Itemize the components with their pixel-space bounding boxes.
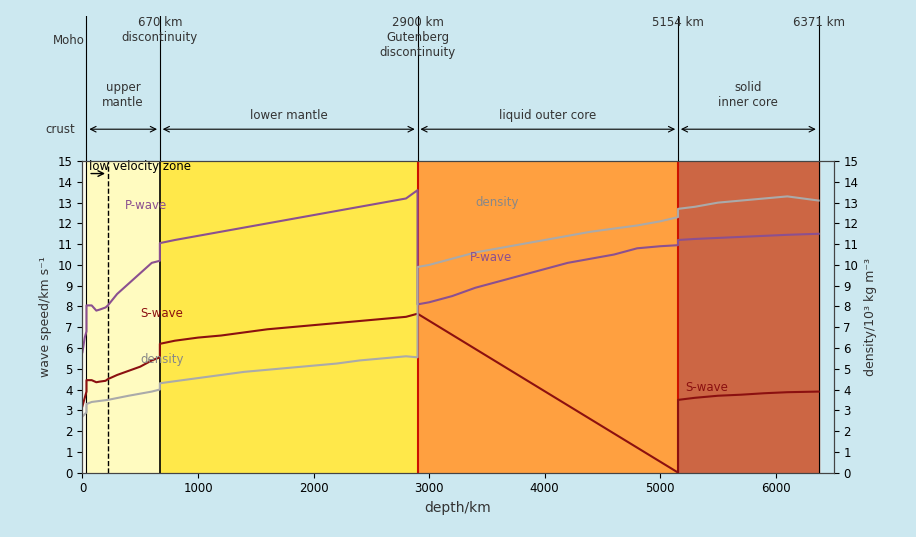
- Text: 2900 km
Gutenberg
discontinuity: 2900 km Gutenberg discontinuity: [379, 16, 455, 59]
- Text: liquid outer core: liquid outer core: [499, 109, 596, 122]
- Bar: [418, 161, 678, 473]
- Text: Moho: Moho: [53, 33, 85, 47]
- Text: 5154 km: 5154 km: [652, 16, 704, 29]
- Text: P-wave: P-wave: [125, 199, 168, 212]
- Bar: [678, 161, 819, 473]
- Y-axis label: density/10³ kg m⁻³: density/10³ kg m⁻³: [864, 258, 877, 376]
- Text: density: density: [475, 196, 518, 209]
- Y-axis label: wave speed/km s⁻¹: wave speed/km s⁻¹: [39, 257, 52, 377]
- X-axis label: depth/km: depth/km: [425, 501, 491, 515]
- Text: solid
inner core: solid inner core: [718, 81, 779, 109]
- Text: low velocity zone: low velocity zone: [89, 161, 191, 173]
- Text: upper
mantle: upper mantle: [103, 81, 144, 109]
- Text: crust: crust: [46, 122, 75, 136]
- Text: S-wave: S-wave: [140, 307, 183, 320]
- Text: density: density: [140, 352, 184, 366]
- Text: P-wave: P-wave: [470, 251, 512, 264]
- Text: 670 km
discontinuity: 670 km discontinuity: [122, 16, 198, 44]
- Text: lower mantle: lower mantle: [250, 109, 328, 122]
- Bar: [160, 161, 418, 473]
- Text: S-wave: S-wave: [686, 381, 728, 394]
- Bar: [82, 161, 86, 473]
- Bar: [86, 161, 160, 473]
- Text: 6371 km: 6371 km: [792, 16, 845, 29]
